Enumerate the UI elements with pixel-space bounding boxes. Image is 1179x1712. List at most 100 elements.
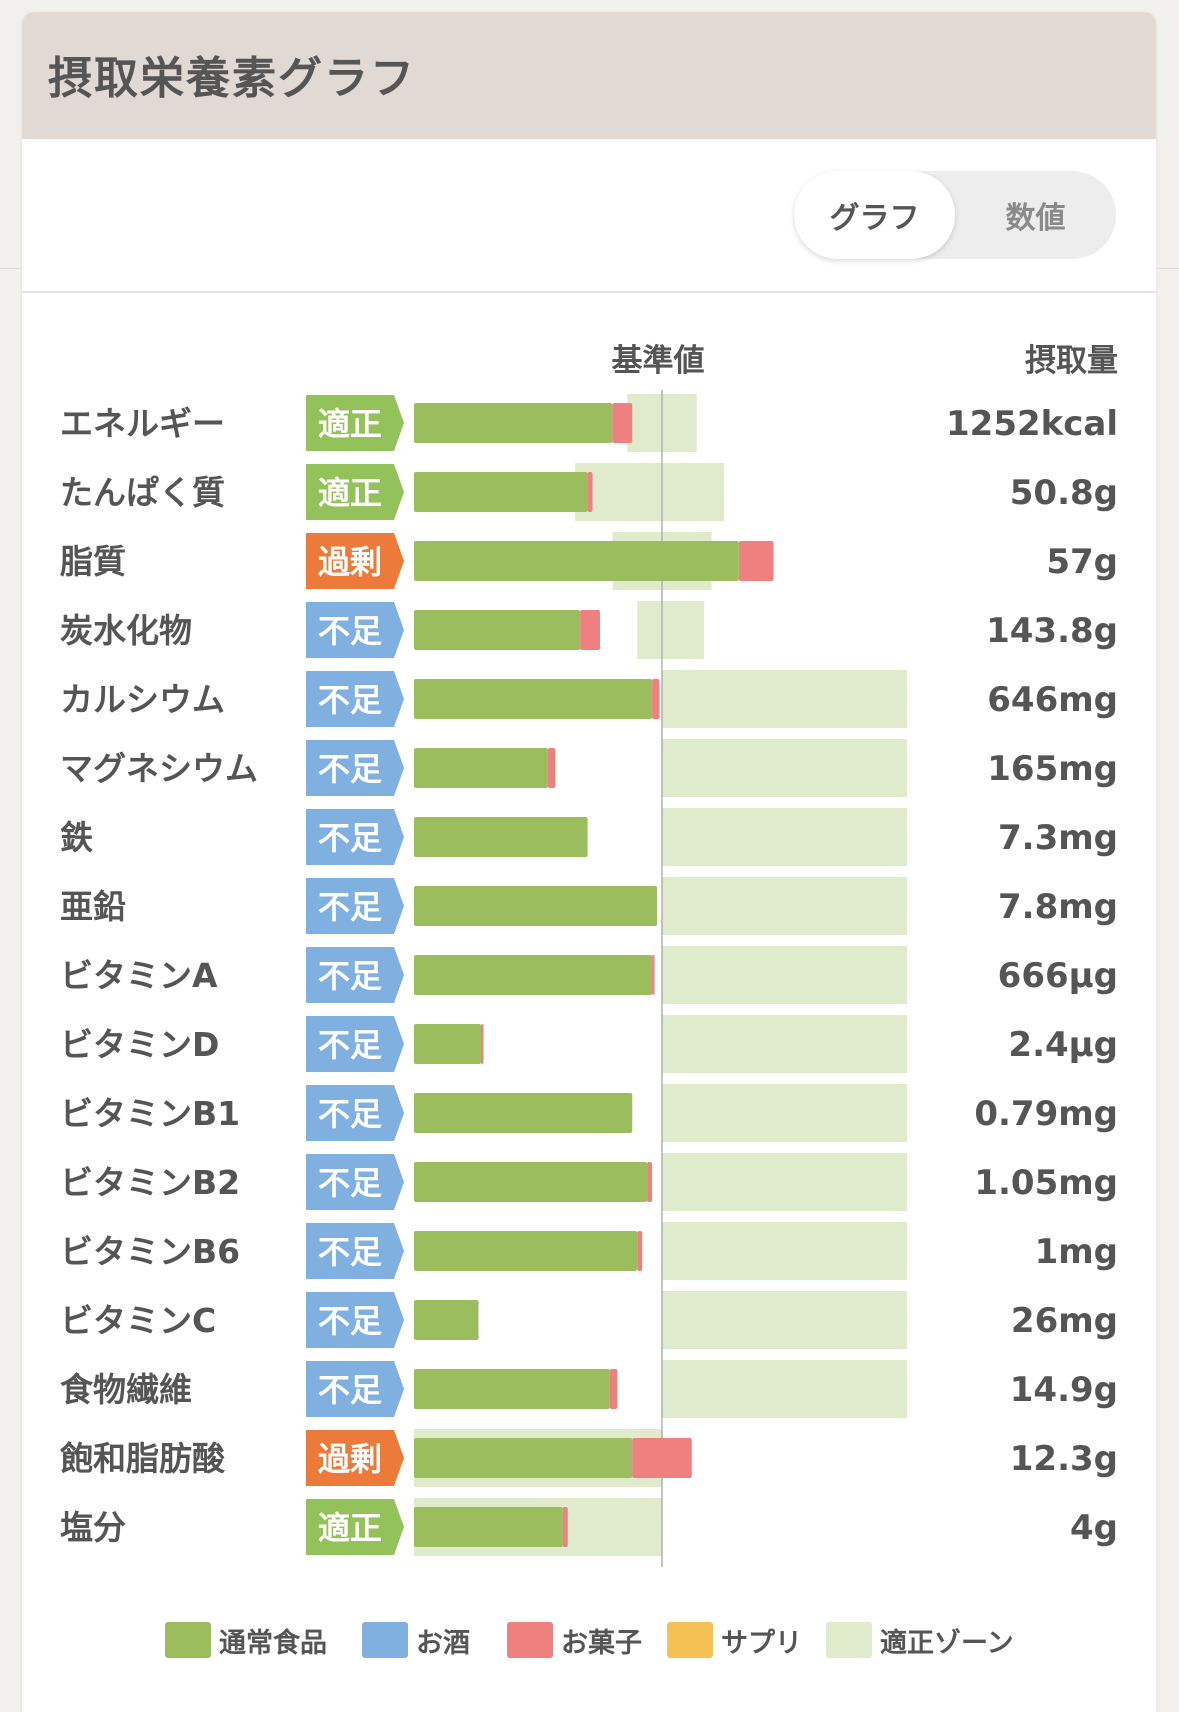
status-badge-shape: [306, 1154, 404, 1210]
status-badge-shape: [306, 1085, 404, 1141]
status-badge-label: 不足: [318, 1026, 382, 1064]
proper-zone-bar: [662, 1360, 907, 1418]
nutrient-graph-card: 摂取栄養素グラフ グラフ 数値: [22, 12, 1156, 1712]
status-badge: 不足: [306, 740, 404, 796]
snacks-bar: [580, 610, 600, 650]
intake-bars: [414, 403, 774, 1547]
snacks-bar: [637, 1231, 643, 1271]
nutrient-name: 食物繊維: [60, 1370, 192, 1409]
nutrient-name: 飽和脂肪酸: [60, 1439, 226, 1478]
legend-swatch: [362, 1622, 408, 1658]
legend-label: 適正ゾーン: [880, 1627, 1014, 1659]
status-badge: 不足: [306, 1223, 404, 1279]
view-toolbar: グラフ 数値: [22, 139, 1156, 293]
status-badge-label: 不足: [318, 1371, 382, 1409]
intake-value: 4g: [1070, 1508, 1118, 1548]
status-badge: 不足: [306, 809, 404, 865]
status-badge-shape: [306, 602, 404, 658]
legend-swatch: [507, 1622, 553, 1658]
nutrient-name: ビタミンD: [60, 1025, 219, 1064]
legend-swatch: [826, 1622, 872, 1658]
status-badge-shape: [306, 533, 404, 589]
status-badge-label: 不足: [318, 750, 382, 788]
legend-item: お菓子: [507, 1620, 642, 1660]
normal-food-bar: [414, 1162, 648, 1202]
values-view-button[interactable]: 数値: [1005, 201, 1066, 236]
status-badge-label: 不足: [318, 1302, 382, 1340]
normal-food-bar: [414, 1093, 633, 1133]
nutrient-name: 炭水化物: [60, 611, 192, 650]
intake-value: 50.8g: [1010, 473, 1118, 513]
proper-zone-bar: [662, 946, 907, 1004]
intake-value: 646mg: [987, 680, 1118, 720]
status-badge-label: 過剰: [318, 543, 382, 581]
snacks-bar: [652, 955, 655, 995]
status-badge: 不足: [306, 671, 404, 727]
status-badge-label: 不足: [318, 1164, 382, 1202]
nutrient-name: エネルギー: [60, 404, 225, 443]
proper-zone-bar: [662, 1015, 907, 1073]
nutrient-name: 鉄: [60, 818, 93, 857]
status-badge-shape: [306, 1223, 404, 1279]
legend-swatch: [667, 1622, 713, 1658]
normal-food-bar: [414, 541, 739, 581]
legend-item: 通常食品: [165, 1620, 327, 1660]
status-badge-shape: [306, 464, 404, 520]
legend-swatch: [165, 1622, 211, 1658]
status-badge-label: 不足: [318, 1233, 382, 1271]
normal-food-bar: [414, 817, 588, 857]
nutrient-name: ビタミンC: [60, 1301, 216, 1340]
normal-food-bar: [414, 1231, 638, 1271]
intake-value: 165mg: [987, 749, 1118, 789]
status-badge-shape: [306, 1499, 404, 1555]
legend-item: 適正ゾーン: [826, 1620, 1014, 1660]
normal-food-bar: [414, 748, 548, 788]
legend: 通常食品 お酒 お菓子 サプリ 適正ゾーン: [0, 1620, 1179, 1660]
intake-value: 7.3mg: [998, 818, 1118, 858]
normal-food-bar: [414, 679, 653, 719]
snacks-bar: [738, 541, 774, 581]
snacks-bar: [632, 1438, 692, 1478]
proper-zone-bar: [662, 877, 907, 935]
graph-view-button[interactable]: グラフ: [794, 171, 955, 259]
snacks-bar: [609, 1369, 618, 1409]
status-badge-label: 不足: [318, 612, 382, 650]
status-badge-label: 適正: [318, 1509, 382, 1547]
nutrient-name: 脂質: [60, 542, 126, 581]
proper-zone-bar: [662, 739, 907, 797]
normal-food-bar: [414, 886, 658, 926]
proper-zone-bar: [662, 808, 907, 866]
nutrient-chart: エネルギー 適正 1252kcal たんぱく質 適正 50.8g 脂質 過剰 57g 炭水化物 不足…: [0, 292, 1179, 1682]
normal-food-bar: [414, 403, 613, 443]
card-header: 摂取栄養素グラフ: [22, 12, 1156, 139]
normal-food-bar: [414, 610, 581, 650]
status-badge-shape: [306, 878, 404, 934]
status-badge-shape: [306, 1430, 404, 1486]
status-badge-label: 不足: [318, 888, 382, 926]
status-badge-label: 不足: [318, 819, 382, 857]
status-badge: 適正: [306, 395, 404, 451]
proper-zone-bar: [575, 463, 724, 521]
status-badge: 適正: [306, 1499, 404, 1555]
card-title: 摂取栄養素グラフ: [48, 53, 416, 104]
intake-value: 1.05mg: [974, 1163, 1118, 1203]
intake-value: 143.8g: [986, 611, 1118, 651]
status-badge-label: 不足: [318, 957, 382, 995]
reference-header: 基準値: [612, 343, 705, 379]
proper-zone-bar: [662, 1084, 907, 1142]
status-badge-shape: [306, 671, 404, 727]
intake-value: 7.8mg: [998, 887, 1118, 927]
nutrient-name: 塩分: [60, 1508, 126, 1547]
status-badge: 不足: [306, 1016, 404, 1072]
legend-label: 通常食品: [219, 1627, 327, 1659]
status-badge: 過剰: [306, 1430, 404, 1486]
status-badge: 不足: [306, 1292, 404, 1348]
intake-value: 2.4µg: [1008, 1025, 1118, 1065]
proper-zone-bar: [637, 601, 705, 659]
intake-value: 1252kcal: [946, 404, 1118, 444]
normal-food-bar: [414, 472, 588, 512]
status-badge-label: 不足: [318, 1095, 382, 1133]
proper-zone-bar: [662, 1291, 907, 1349]
